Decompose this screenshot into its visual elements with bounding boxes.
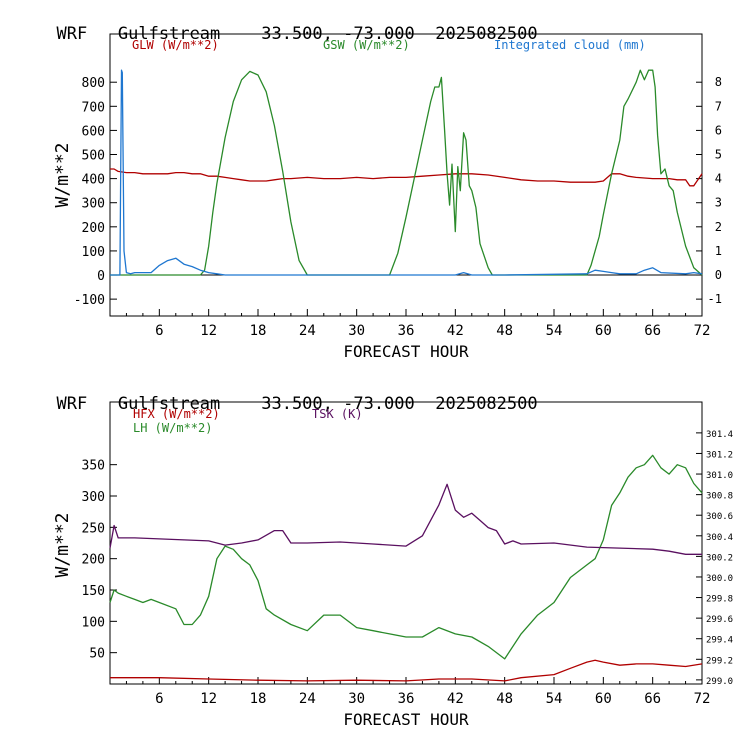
chart1-y-right-tick-label: 2: [715, 220, 722, 234]
chart1-title-model: WRF: [56, 24, 88, 44]
chart2-y-right-tick-label: 300.2: [706, 553, 733, 563]
chart2-y-right-tick-label: 300.0: [706, 574, 733, 584]
chart2-x-tick-label: 54: [546, 691, 563, 707]
chart2-plot-frame: [109, 401, 703, 685]
chart1-x-tick-label: 72: [694, 323, 711, 339]
chart2-series-line-3: [109, 483, 702, 555]
chart1-y-right-tick-label: 6: [715, 123, 722, 137]
chart1-y-tick-label: 300: [82, 197, 105, 212]
chart1-y-right-tick-label: 7: [715, 99, 722, 113]
chart1-x-tick-label: 6: [155, 323, 163, 339]
chart1-y-right-tick-label: 3: [715, 196, 722, 210]
chart2-y-right-tick-label: 299.8: [706, 595, 733, 605]
chart2-y-right-tick-label: 299.6: [706, 615, 733, 625]
chart2-y-right-tick-label: 300.6: [706, 512, 733, 522]
chart2-x-tick-label: 6: [155, 691, 163, 707]
chart2-x-tick-label: 18: [250, 691, 267, 707]
chart1-x-tick-label: 42: [447, 323, 464, 339]
chart2-x-tick-label: 66: [644, 691, 661, 707]
chart2-x-tick-label: 72: [694, 691, 711, 707]
chart2-legend-1: HFX (W/m**2): [133, 407, 220, 421]
chart2-x-tick-label: 48: [496, 691, 513, 707]
chart2-legend-2: LH (W/m**2): [133, 421, 212, 435]
chart2-title-model: WRF: [56, 394, 88, 414]
chart1-x-axis-label: FORECAST HOUR: [343, 342, 469, 361]
chart1-y-axis-label: W/m**2: [52, 142, 73, 207]
chart1-series-line-1: [110, 168, 703, 187]
chart1-y-right-tick-label: 8: [715, 75, 722, 89]
chart2-y-right-tick-label: 300.8: [706, 492, 733, 502]
chart1-y-tick-label: -100: [74, 293, 105, 308]
chart1-y-right-tick-label: 4: [715, 172, 722, 186]
chart2-series-line-2: [109, 454, 703, 660]
chart2-title-coords: 33.500, -73.000: [261, 394, 415, 414]
chart2-x-axis-label: FORECAST HOUR: [343, 710, 469, 729]
chart2-title: WRF Gulfstream 33.500, -73.000 202508250…: [36, 374, 538, 414]
chart2-y-tick-label: 200: [82, 553, 105, 568]
chart1-y-tick-label: 200: [82, 221, 105, 236]
chart1-y-right-tick-label: -1: [708, 292, 722, 306]
chart1-y-tick-label: 100: [82, 245, 105, 260]
chart1-y-right-tick-label: 5: [715, 148, 722, 162]
chart2-y-right-tick-label: 299.0: [706, 677, 733, 687]
chart2-y-tick-label: 300: [82, 490, 105, 505]
chart2-title-site: Gulfstream: [117, 394, 221, 414]
chart2-y-right-tick-label: 299.2: [706, 656, 733, 666]
chart2-y-right-tick-label: 301.4: [706, 430, 733, 440]
chart2-y-tick-label: 150: [82, 584, 105, 599]
chart1-y-tick-label: 0: [97, 269, 105, 284]
chart1-y-tick-label: 400: [82, 173, 105, 188]
chart1-series-line-2: [110, 69, 703, 276]
chart1-series-line-3: [110, 69, 703, 276]
chart2-y-tick-label: 350: [82, 459, 105, 474]
chart1-x-tick-label: 36: [398, 323, 415, 339]
chart2-x-tick-label: 42: [447, 691, 464, 707]
chart2-y-tick-label: 250: [82, 521, 105, 536]
chart1-legend-1: GLW (W/m**2): [132, 38, 219, 52]
chart1-y-tick-label: 700: [82, 100, 105, 115]
chart1-y-right-tick-label: 1: [715, 244, 722, 258]
chart2-y-right-tick-label: 301.2: [706, 450, 733, 460]
chart2-x-tick-label: 30: [348, 691, 365, 707]
chart1-y-tick-label: 800: [82, 76, 105, 91]
chart1-x-tick-label: 48: [496, 323, 513, 339]
chart1-legend-3: Integrated cloud (mm): [494, 38, 646, 52]
chart1-x-tick-label: 18: [250, 323, 267, 339]
chart2-legend-3: TSK (K): [312, 407, 363, 421]
chart1-x-tick-label: 60: [595, 323, 612, 339]
chart1-x-tick-label: 12: [200, 323, 217, 339]
chart2-y-right-tick-label: 300.4: [706, 533, 733, 543]
chart2-x-tick-label: 36: [398, 691, 415, 707]
chart2-y-axis-label: W/m**2: [52, 512, 73, 577]
chart1-y-tick-label: 600: [82, 124, 105, 139]
chart2-y-right-tick-label: 299.4: [706, 636, 733, 646]
chart1-plot-frame: [109, 33, 703, 317]
chart1-x-tick-label: 54: [546, 323, 563, 339]
chart2-x-tick-label: 12: [200, 691, 217, 707]
chart2-y-tick-label: 100: [82, 615, 105, 630]
chart1-y-right-tick-label: 0: [715, 268, 722, 282]
chart2-title-init: 2025082500: [435, 394, 538, 414]
chart1-legend-2: GSW (W/m**2): [323, 38, 410, 52]
chart2-y-right-tick-label: 301.0: [706, 471, 733, 481]
chart1-x-tick-label: 30: [348, 323, 365, 339]
chart1-x-tick-label: 66: [644, 323, 661, 339]
chart2-x-tick-label: 60: [595, 691, 612, 707]
chart2-y-tick-label: 50: [89, 647, 105, 662]
chart1-x-tick-label: 24: [299, 323, 316, 339]
chart2-series-line-1: [110, 659, 703, 682]
chart1-y-tick-label: 500: [82, 149, 105, 164]
chart2-x-tick-label: 24: [299, 691, 316, 707]
